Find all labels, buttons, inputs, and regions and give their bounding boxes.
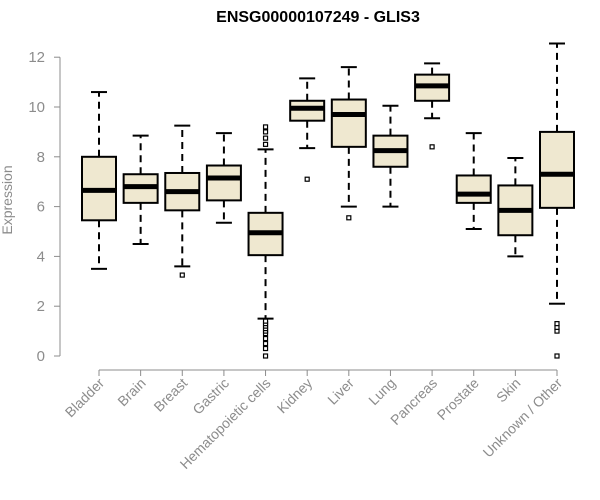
box-lung [372, 104, 409, 208]
outlier-point [262, 353, 269, 359]
outlier-point [346, 215, 352, 221]
box-brain [122, 134, 159, 245]
box-bladder [81, 91, 117, 270]
outlier-point [262, 318, 269, 324]
outlier-point [262, 141, 269, 147]
box-series [81, 42, 575, 359]
y-tick-label: 4 [37, 248, 45, 265]
box-prostate [455, 132, 492, 231]
outlier-point [262, 340, 269, 347]
box-breast [164, 124, 201, 278]
outlier-point [262, 135, 269, 141]
box-skin [497, 157, 534, 258]
x-tick-label: Bladder [62, 375, 108, 421]
x-tick-label: Breast [150, 375, 190, 415]
x-tick-label: Unknown / Other [480, 375, 566, 461]
y-tick-label: 2 [37, 298, 45, 315]
y-axis-label: Expression [0, 165, 15, 234]
iqr-box [330, 98, 367, 148]
outlier-point [554, 321, 560, 327]
box-pancreas [414, 62, 451, 150]
box-unknown-other [539, 42, 575, 359]
chart-title: ENSG00000107249 - GLIS3 [216, 9, 420, 26]
outlier-point [262, 345, 269, 352]
box-gastric [205, 132, 242, 224]
box-kidney [289, 77, 326, 182]
box-liver [330, 66, 367, 221]
y-tick-label: 12 [28, 49, 45, 66]
y-tick-label: 8 [37, 149, 45, 166]
y-tick-label: 6 [37, 199, 45, 216]
iqr-box [455, 174, 492, 204]
y-axis: 0 2 4 6 8 10 12 [28, 49, 61, 365]
x-tick-label: Lung [365, 375, 398, 408]
x-tick-label: Brain [114, 375, 148, 409]
outlier-point [262, 129, 269, 135]
iqr-box [539, 130, 575, 209]
x-tick-label: Skin [493, 375, 524, 406]
y-tick-label: 0 [37, 348, 45, 365]
x-tick-label: Prostate [434, 375, 482, 423]
outlier-point [429, 144, 435, 150]
y-tick-label: 10 [28, 99, 45, 116]
x-tick-label: Liver [324, 375, 357, 408]
outlier-point [304, 176, 310, 182]
iqr-box [205, 164, 242, 202]
outlier-point [262, 124, 269, 130]
box-hematopoietic-cells [247, 124, 284, 359]
x-tick-label: Kidney [274, 375, 316, 417]
outlier-point [554, 353, 560, 359]
outlier-point [262, 335, 269, 342]
outlier-point [179, 272, 185, 278]
